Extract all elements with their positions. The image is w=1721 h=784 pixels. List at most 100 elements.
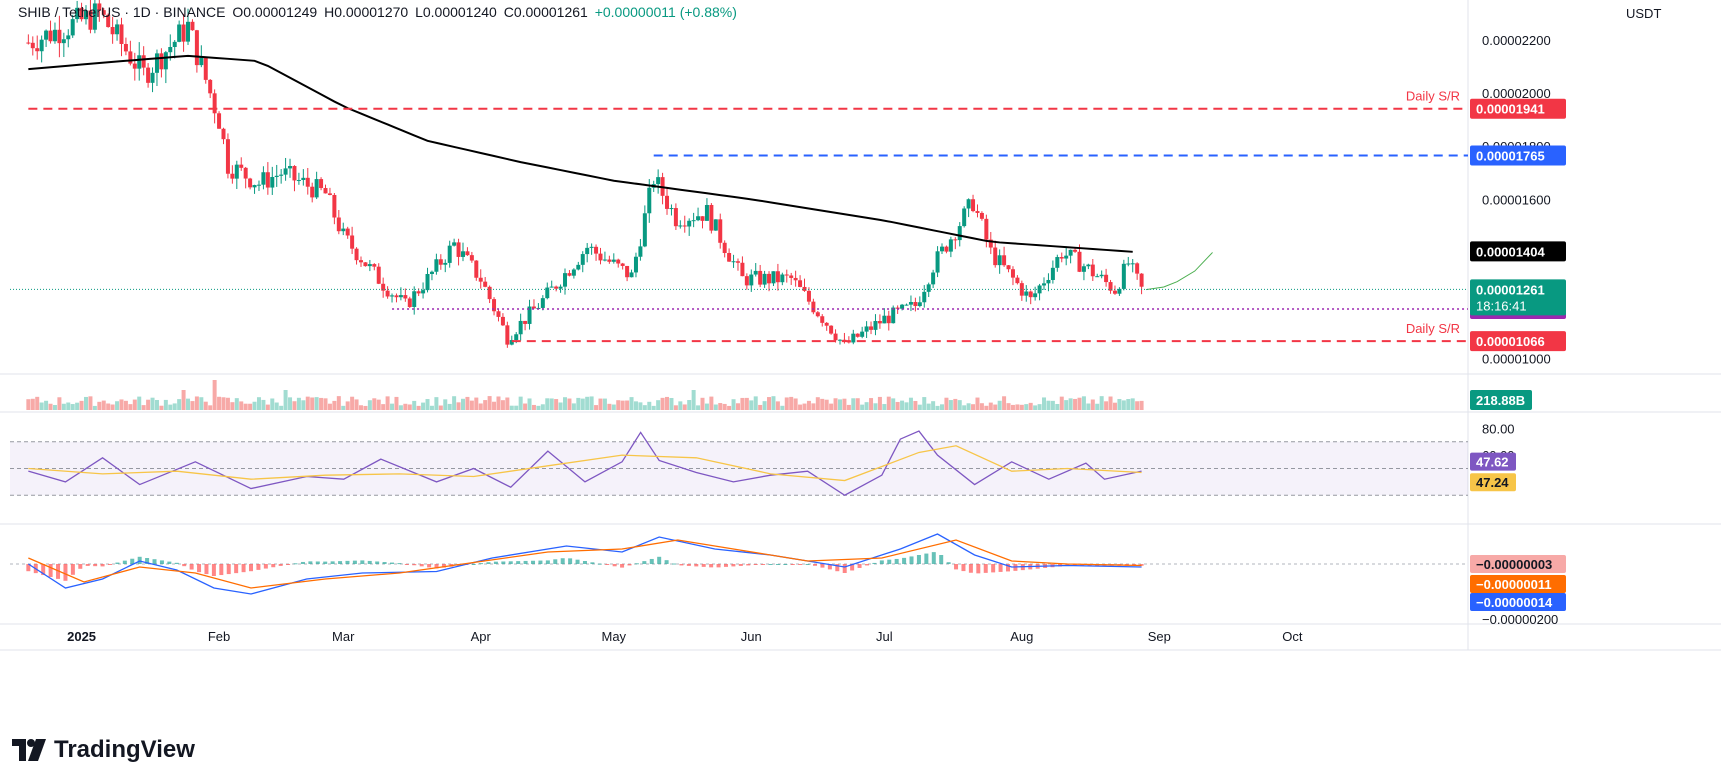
- candle-body: [1126, 263, 1131, 265]
- macd-histogram-bar: [486, 562, 491, 564]
- price-axis[interactable]: 0.000022000.000020000.000018000.00001600…: [1482, 33, 1558, 627]
- symbol-label[interactable]: SHIB / TetherUS · 1D · BINANCE: [18, 4, 226, 20]
- macd-histogram-bar: [1005, 564, 1010, 572]
- forecast-line: [1145, 252, 1213, 291]
- volume-bar: [132, 399, 137, 410]
- level-tag: [1470, 98, 1566, 119]
- macd-histogram-bar: [174, 562, 179, 564]
- rsi-ma-line: [28, 445, 1142, 482]
- volume-bar: [421, 402, 426, 410]
- macd-histogram-bar: [107, 564, 112, 565]
- candle-body: [469, 255, 474, 261]
- candle-body: [913, 302, 918, 307]
- macd-histogram-bar: [701, 564, 706, 567]
- volume-bar: [784, 397, 789, 410]
- candle-body: [802, 286, 807, 291]
- macd-histogram-bar: [723, 564, 728, 567]
- volume-bar: [549, 398, 554, 410]
- volume-bar: [438, 405, 443, 410]
- candle-body: [806, 290, 811, 302]
- candle-body: [1059, 257, 1064, 259]
- volume-bar: [425, 399, 430, 410]
- volume-bar: [536, 405, 541, 410]
- candle-body: [429, 271, 434, 274]
- macd-histogram-bar: [827, 564, 832, 570]
- volume-bar: [900, 400, 905, 410]
- candle-body: [669, 208, 674, 210]
- candle-body: [767, 273, 772, 284]
- macd-histogram-bar: [493, 561, 498, 564]
- price-pane[interactable]: Daily S/R Daily S/R: [10, 0, 1468, 348]
- low-value: L0.00001240: [415, 4, 497, 20]
- volume-bar: [829, 403, 834, 410]
- volume-bar: [602, 398, 607, 410]
- volume-bar: [638, 402, 643, 410]
- macd-histogram-bar: [122, 560, 127, 564]
- volume-bar: [115, 401, 120, 410]
- macd-histogram-bar: [553, 559, 558, 564]
- volume-bar: [57, 397, 62, 410]
- volume-bar: [869, 398, 874, 410]
- symbol-header: SHIB / TetherUS · 1D · BINANCE O0.000012…: [18, 4, 740, 20]
- macd-histogram-bar: [278, 564, 283, 566]
- candle-body: [1010, 269, 1015, 278]
- rsi-pane: [10, 430, 1468, 497]
- candle-body: [465, 251, 470, 256]
- candle-body: [988, 239, 993, 248]
- volume-bar: [270, 398, 275, 410]
- macd-histogram-bar: [390, 562, 395, 564]
- candle-body: [665, 195, 670, 209]
- macd-histogram-bar: [382, 562, 387, 564]
- candle-body: [931, 272, 936, 285]
- candle-body: [97, 3, 102, 11]
- candle-body: [57, 29, 62, 44]
- candle-body: [505, 325, 510, 345]
- candle-body: [150, 72, 155, 83]
- volume-bar: [518, 396, 523, 410]
- macd-histogram-bar: [642, 561, 647, 564]
- price-tick-label: 0.00001600: [1482, 192, 1551, 207]
- volume-bar: [194, 396, 199, 410]
- volume-bar: [727, 405, 732, 410]
- level-tag-text: 0.00001765: [1476, 148, 1545, 163]
- time-axis[interactable]: 2025 Feb Mar Apr May Jun Jul Aug Sep Oct: [67, 629, 1303, 644]
- macd-histogram-bar: [63, 564, 68, 581]
- macd-histogram-bar: [1072, 564, 1077, 566]
- currency-label[interactable]: USDT: [1626, 6, 1662, 21]
- candle-body: [456, 242, 461, 257]
- candle-body: [39, 39, 44, 52]
- volume-bar: [75, 402, 80, 410]
- volume-bar: [1028, 402, 1033, 410]
- macd-histogram-bar: [597, 563, 602, 565]
- candle-body: [1104, 274, 1109, 283]
- volume-bar: [514, 405, 519, 410]
- volume-bar: [531, 404, 536, 410]
- candle-body: [367, 264, 372, 267]
- macd-histogram-bar: [419, 564, 424, 567]
- candle-body: [381, 283, 386, 291]
- candle-body: [181, 24, 186, 42]
- volume-bar: [101, 400, 106, 410]
- candle-body: [212, 93, 217, 114]
- tradingview-logo[interactable]: TradingView: [12, 736, 195, 764]
- candle-body: [979, 212, 984, 219]
- volume-bar: [39, 402, 44, 410]
- volume-bar: [186, 398, 191, 410]
- candle-body: [691, 220, 696, 222]
- candle-body: [110, 27, 115, 35]
- volume-bar: [212, 380, 217, 410]
- volume-pane: [26, 380, 1144, 410]
- candle-body: [837, 339, 842, 341]
- volume-bar: [310, 397, 315, 410]
- volume-bar: [500, 400, 505, 410]
- volume-bar: [749, 400, 754, 410]
- candle-body: [79, 7, 84, 20]
- rsi-line: [28, 430, 1142, 497]
- volume-bar: [345, 401, 350, 410]
- last-price-tag: [1470, 279, 1566, 316]
- candle-body: [1112, 290, 1117, 294]
- macd-histogram-bar: [746, 564, 751, 566]
- volume-bar: [225, 397, 230, 410]
- candle-body: [647, 187, 652, 214]
